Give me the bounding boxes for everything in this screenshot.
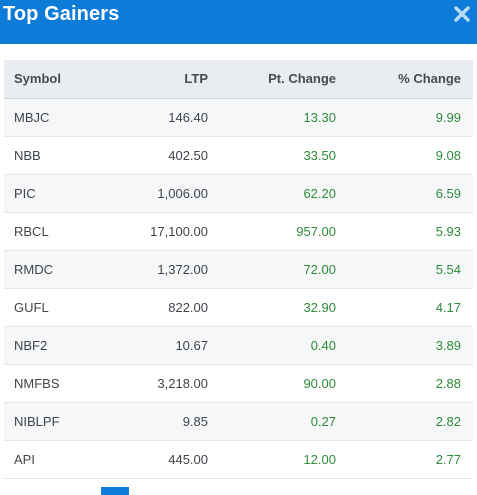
table-row[interactable]: API 445.00 12.00 2.77 [4, 440, 473, 478]
cell-ltp: 1,372.00 [157, 261, 208, 277]
cell-pt-change: 957.00 [296, 223, 336, 239]
cell-ltp: 10.67 [175, 337, 208, 353]
cell-pct-change: 2.77 [435, 451, 461, 467]
pagination [0, 487, 477, 495]
table-row[interactable]: NMFBS 3,218.00 90.00 2.88 [4, 364, 473, 402]
cell-ltp: 822.00 [168, 299, 208, 315]
table-row[interactable]: NIBLPF 9.85 0.27 2.82 [4, 402, 473, 440]
table-row[interactable]: RBCL 17,100.00 957.00 5.93 [4, 212, 473, 250]
cell-pt-change: 72.00 [303, 261, 336, 277]
close-icon[interactable] [453, 5, 471, 23]
modal-title: Top Gainers [3, 3, 120, 25]
cell-symbol[interactable]: GUFL [14, 299, 49, 315]
table-row[interactable]: NBF2 10.67 0.40 3.89 [4, 326, 473, 364]
cell-pt-change: 33.50 [303, 147, 336, 163]
column-header-pt-change[interactable]: Pt. Change [220, 60, 348, 99]
cell-pct-change: 6.59 [435, 185, 461, 201]
cell-pt-change: 12.00 [303, 451, 336, 467]
cell-symbol[interactable]: PIC [14, 185, 36, 201]
cell-pt-change: 0.40 [310, 337, 336, 353]
column-header-ltp[interactable]: LTP [114, 60, 220, 99]
table-row[interactable]: PIC 1,006.00 62.20 6.59 [4, 174, 473, 212]
cell-ltp: 146.40 [168, 109, 208, 125]
cell-pct-change: 3.89 [435, 337, 461, 353]
table-row[interactable]: NBB 402.50 33.50 9.08 [4, 136, 473, 174]
cell-symbol[interactable]: NBB [14, 147, 41, 163]
table-row[interactable]: RMDC 1,372.00 72.00 5.54 [4, 250, 473, 288]
cell-pt-change: 90.00 [303, 375, 336, 391]
cell-pt-change: 0.27 [310, 413, 336, 429]
cell-pct-change: 2.82 [435, 413, 461, 429]
cell-pct-change: 9.08 [435, 147, 461, 163]
page-button-active[interactable] [101, 487, 129, 495]
cell-ltp: 1,006.00 [157, 185, 208, 201]
cell-ltp: 3,218.00 [157, 375, 208, 391]
cell-pct-change: 2.88 [435, 375, 461, 391]
table-header-row: Symbol LTP Pt. Change % Change [4, 60, 473, 99]
cell-symbol[interactable]: RBCL [14, 223, 49, 239]
gainers-table-container: Symbol LTP Pt. Change % Change MBJC 146.4… [4, 60, 473, 479]
column-header-pct-change[interactable]: % Change [348, 60, 473, 99]
cell-pct-change: 9.99 [435, 109, 461, 125]
cell-ltp: 402.50 [168, 147, 208, 163]
cell-pt-change: 32.90 [303, 299, 336, 315]
cell-symbol[interactable]: NIBLPF [14, 413, 60, 429]
table-row[interactable]: GUFL 822.00 32.90 4.17 [4, 288, 473, 326]
cell-pt-change: 13.30 [303, 109, 336, 125]
cell-symbol[interactable]: NBF2 [14, 337, 48, 353]
cell-symbol[interactable]: MBJC [14, 109, 50, 125]
cell-symbol[interactable]: RMDC [14, 261, 53, 277]
gainers-table: Symbol LTP Pt. Change % Change MBJC 146.4… [4, 60, 473, 479]
cell-ltp: 9.85 [182, 413, 208, 429]
cell-pct-change: 4.17 [435, 299, 461, 315]
cell-ltp: 445.00 [168, 451, 208, 467]
cell-ltp: 17,100.00 [150, 223, 208, 239]
cell-pct-change: 5.54 [435, 261, 461, 277]
modal-header: Top Gainers [0, 0, 477, 44]
cell-symbol[interactable]: API [14, 451, 35, 467]
cell-symbol[interactable]: NMFBS [14, 375, 60, 391]
column-header-symbol[interactable]: Symbol [4, 60, 114, 99]
cell-pct-change: 5.93 [435, 223, 461, 239]
table-row[interactable]: MBJC 146.40 13.30 9.99 [4, 98, 473, 136]
cell-pt-change: 62.20 [303, 185, 336, 201]
